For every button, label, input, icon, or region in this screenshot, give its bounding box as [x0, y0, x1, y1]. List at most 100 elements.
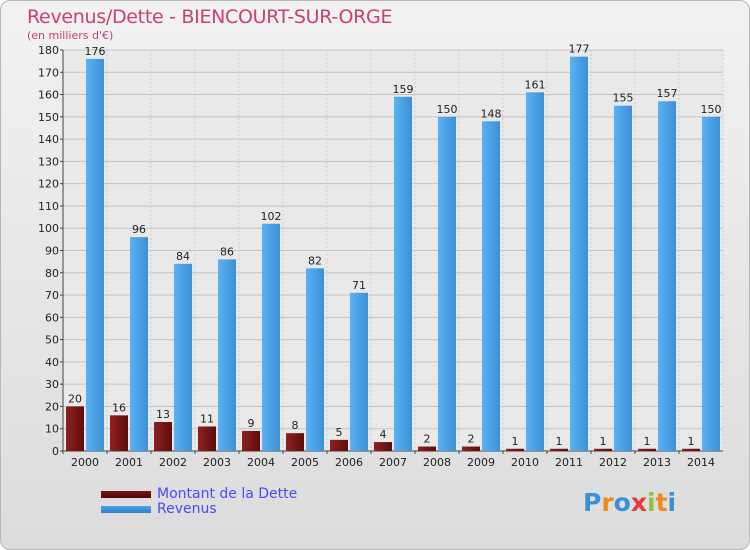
x-tick-label: 2000	[71, 456, 99, 469]
x-tick-label: 2007	[379, 456, 407, 469]
y-tick-label: 10	[45, 423, 59, 436]
data-label-debt: 4	[380, 428, 387, 441]
data-label-revenue: 150	[701, 103, 722, 116]
y-tick-label: 60	[45, 311, 59, 324]
bar-revenue	[218, 259, 236, 451]
bar-revenue	[350, 292, 368, 451]
x-tick-label: 2011	[555, 456, 583, 469]
bar-debt	[418, 446, 436, 451]
y-axis: 0 10 20 30 40 50 60 70 80 90 100 110 120 130 140 150 160…	[38, 44, 63, 458]
data-label-debt: 20	[68, 392, 82, 405]
data-label-debt: 5	[336, 426, 343, 439]
bar-debt	[374, 442, 392, 451]
x-tick-label: 2012	[599, 456, 627, 469]
legend-swatch-debt	[101, 491, 151, 498]
y-tick-label: 90	[45, 245, 59, 258]
data-label-debt: 8	[292, 419, 299, 432]
bar-revenue	[174, 263, 192, 451]
bar-revenue	[130, 237, 148, 451]
x-tick-label: 2008	[423, 456, 451, 469]
data-label-revenue: 161	[525, 78, 546, 91]
bar-debt	[594, 448, 612, 451]
data-label-revenue: 177	[569, 43, 590, 56]
logo-letter: P	[583, 488, 602, 517]
data-label-debt: 13	[156, 408, 170, 421]
data-label-revenue: 96	[132, 223, 146, 236]
y-tick-label: 180	[38, 44, 59, 57]
bar-debt	[550, 448, 568, 451]
bar-debt	[330, 439, 348, 451]
x-tick-label: 2001	[115, 456, 143, 469]
bar-revenue	[658, 101, 676, 451]
bar-debt	[242, 430, 260, 451]
bar-revenue	[394, 96, 412, 452]
x-tick-label: 2005	[291, 456, 319, 469]
data-label-debt: 1	[644, 435, 651, 448]
bar-debt	[286, 433, 304, 451]
bar-revenue	[86, 58, 104, 452]
logo-letter: o	[613, 488, 631, 517]
y-tick-label: 0	[52, 445, 59, 458]
y-tick-label: 130	[38, 155, 59, 168]
x-tick-label: 2002	[159, 456, 187, 469]
data-label-revenue: 148	[481, 107, 502, 120]
bar-debt	[506, 448, 524, 451]
y-tick-label: 30	[45, 378, 59, 391]
logo-letter: i	[667, 488, 677, 517]
data-label-debt: 2	[468, 433, 475, 446]
bar-revenue	[482, 121, 500, 452]
y-tick-label: 150	[38, 111, 59, 124]
y-tick-label: 20	[45, 400, 59, 413]
legend-label-debt: Montant de la Dette	[157, 486, 298, 502]
y-tick-label: 140	[38, 133, 59, 146]
data-label-revenue: 82	[308, 254, 322, 267]
logo-letter: x	[630, 488, 647, 517]
data-label-debt: 11	[200, 412, 214, 425]
proxiti-logo: Proxiti	[583, 488, 676, 517]
x-tick-label: 2009	[467, 456, 495, 469]
bar-debt	[66, 406, 84, 451]
data-label-revenue: 84	[176, 250, 190, 263]
x-tick-label: 2003	[203, 456, 231, 469]
data-label-debt: 1	[600, 435, 607, 448]
data-label-revenue: 176	[85, 45, 106, 58]
logo-letter: i	[647, 488, 656, 517]
data-label-revenue: 159	[393, 83, 414, 96]
data-label-revenue: 102	[261, 210, 282, 223]
legend-swatch-revenue	[101, 506, 151, 513]
data-label-debt: 1	[512, 435, 519, 448]
y-tick-label: 110	[38, 200, 59, 213]
x-axis: 2000 2001 2002 2003 2004 2005 2006 2007 2008 2009…	[62, 451, 715, 469]
bar-debt	[198, 426, 216, 451]
data-label-revenue: 157	[657, 87, 678, 100]
logo-letter: r	[601, 488, 614, 517]
data-label-debt: 9	[248, 417, 255, 430]
y-tick-label: 170	[38, 66, 59, 79]
x-tick-label: 2010	[511, 456, 539, 469]
bar-revenue	[570, 56, 588, 451]
bar-revenue	[702, 116, 720, 451]
data-label-debt: 2	[424, 433, 431, 446]
x-tick-label: 2013	[643, 456, 671, 469]
data-label-revenue: 86	[220, 245, 234, 258]
x-tick-label: 2006	[335, 456, 363, 469]
data-label-debt: 1	[556, 435, 563, 448]
x-tick-label: 2014	[687, 456, 715, 469]
y-tick-label: 120	[38, 178, 59, 191]
chart-title: Revenus/Dette - BIENCOURT-SUR-ORGE	[27, 6, 393, 28]
bar-revenue	[438, 116, 456, 451]
bar-revenue	[526, 92, 544, 452]
chart-subtitle: (en milliers d'€)	[27, 29, 114, 42]
data-label-revenue: 150	[437, 103, 458, 116]
data-label-debt: 1	[688, 435, 695, 448]
y-tick-label: 40	[45, 356, 59, 369]
data-labels: 2017616961384118691028825714159215021481…	[68, 43, 722, 448]
bar-debt	[462, 446, 480, 451]
legend-label-revenue: Revenus	[157, 501, 217, 517]
data-label-debt: 16	[112, 401, 126, 414]
bar-revenue	[614, 105, 632, 451]
logo-letter: t	[655, 488, 668, 517]
y-tick-label: 70	[45, 289, 59, 302]
bar-revenue	[306, 268, 324, 451]
